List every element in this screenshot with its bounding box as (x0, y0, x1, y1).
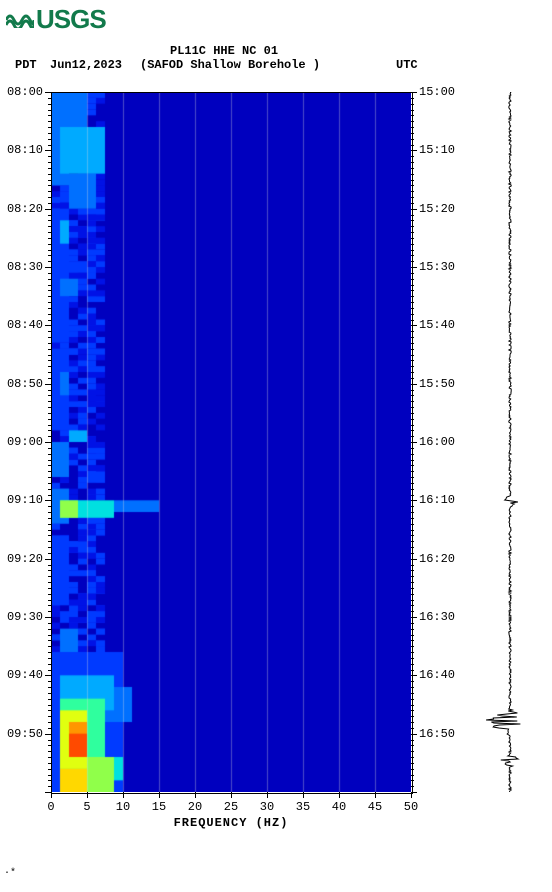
y-right-tick-label: 15:00 (419, 85, 455, 99)
y-right-tick-label: 15:50 (419, 377, 455, 391)
y-right-tick-label: 16:10 (419, 493, 455, 507)
x-tick-label: 15 (152, 800, 166, 814)
y-right-tick-label: 16:00 (419, 435, 455, 449)
y-left-tick-label: 08:40 (7, 318, 43, 332)
x-tick-label: 5 (83, 800, 90, 814)
x-tick-label: 40 (332, 800, 346, 814)
x-axis-label: FREQUENCY (HZ) (174, 816, 289, 830)
y-right-tick-label: 16:40 (419, 668, 455, 682)
chart-title-line1: PL11C HHE NC 01 (170, 44, 278, 58)
x-tick-label: 20 (188, 800, 202, 814)
footer-mark: ·* (4, 868, 16, 879)
usgs-logo-text: USGS (36, 4, 106, 34)
x-tick-label: 0 (47, 800, 54, 814)
y-left-tick-label: 09:20 (7, 552, 43, 566)
y-left-tick-label: 09:10 (7, 493, 43, 507)
x-tick-label: 25 (224, 800, 238, 814)
y-left-tick-label: 08:10 (7, 143, 43, 157)
y-left-tick-label: 08:50 (7, 377, 43, 391)
y-right-tick-label: 16:30 (419, 610, 455, 624)
x-tick-label: 10 (116, 800, 130, 814)
usgs-logo: USGS (6, 4, 106, 35)
y-left-tick-label: 09:00 (7, 435, 43, 449)
x-tick-label: 45 (368, 800, 382, 814)
y-right-tick-label: 15:10 (419, 143, 455, 157)
spectrogram-plot (51, 92, 411, 792)
date-label: Jun12,2023 (50, 58, 122, 72)
y-right-tick-label: 16:50 (419, 727, 455, 741)
y-left-tick-label: 09:30 (7, 610, 43, 624)
x-tick-label: 35 (296, 800, 310, 814)
y-left-tick-label: 08:00 (7, 85, 43, 99)
y-left-tick-label: 09:40 (7, 668, 43, 682)
y-right-tick-label: 15:40 (419, 318, 455, 332)
y-right-tick-label: 15:20 (419, 202, 455, 216)
y-left-tick-label: 08:30 (7, 260, 43, 274)
left-timezone-label: PDT (15, 58, 37, 72)
y-left-tick-label: 08:20 (7, 202, 43, 216)
y-right-tick-label: 15:30 (419, 260, 455, 274)
y-left-tick-label: 09:50 (7, 727, 43, 741)
chart-title-line2: (SAFOD Shallow Borehole ) (140, 58, 320, 72)
x-tick-label: 30 (260, 800, 274, 814)
x-tick-label: 50 (404, 800, 418, 814)
y-right-tick-label: 16:20 (419, 552, 455, 566)
right-timezone-label: UTC (396, 58, 418, 72)
seismogram-waveform (480, 92, 540, 792)
